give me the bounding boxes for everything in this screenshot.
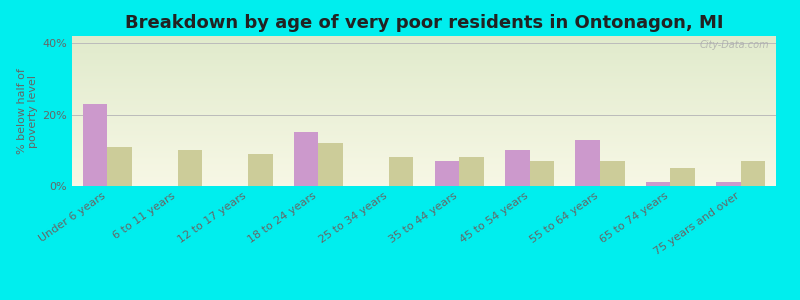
- Bar: [530, 161, 554, 186]
- Y-axis label: % below half of
poverty level: % below half of poverty level: [17, 68, 38, 154]
- Bar: [318, 143, 343, 186]
- Bar: [741, 161, 766, 186]
- Bar: [248, 154, 273, 186]
- Bar: [389, 158, 414, 186]
- Bar: [646, 182, 670, 186]
- Bar: [575, 140, 600, 186]
- Bar: [600, 161, 625, 186]
- Bar: [459, 158, 484, 186]
- Bar: [505, 150, 530, 186]
- Bar: [107, 147, 132, 186]
- Bar: [178, 150, 202, 186]
- Bar: [716, 182, 741, 186]
- Bar: [670, 168, 695, 186]
- Bar: [294, 132, 318, 186]
- Title: Breakdown by age of very poor residents in Ontonagon, MI: Breakdown by age of very poor residents …: [125, 14, 723, 32]
- Bar: [434, 161, 459, 186]
- Bar: [82, 104, 107, 186]
- Text: City-Data.com: City-Data.com: [699, 40, 769, 50]
